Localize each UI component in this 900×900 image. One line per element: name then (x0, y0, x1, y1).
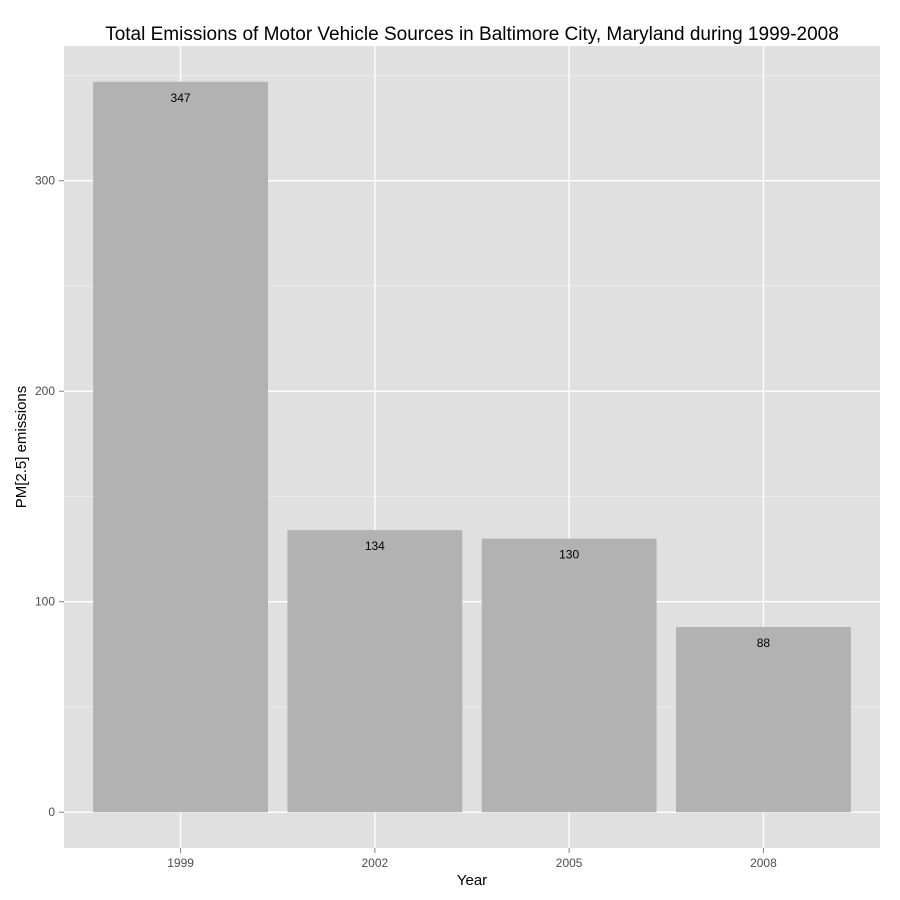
x-tick-label: 2005 (556, 856, 583, 870)
y-tick-label: 200 (35, 384, 55, 398)
x-tick-label: 2008 (750, 856, 777, 870)
bar-2002 (287, 530, 463, 813)
data-labels: 347 134 130 88 (171, 91, 771, 650)
bars (93, 81, 851, 813)
data-label-2008: 88 (757, 636, 771, 650)
bar-2005 (481, 538, 657, 813)
x-tick-label: 1999 (167, 856, 194, 870)
y-tick-label: 100 (35, 595, 55, 609)
axes: 0 100 200 300 1999 2002 2005 2008 (35, 174, 777, 870)
bar-2008 (676, 626, 851, 813)
y-tick-label: 300 (35, 174, 55, 188)
x-axis-title: Year (457, 872, 487, 889)
y-tick-label: 0 (48, 805, 55, 819)
data-label-2005: 130 (559, 548, 579, 562)
y-axis-title: PM[2.5] emissions (13, 386, 30, 509)
chart-title: Total Emissions of Motor Vehicle Sources… (105, 24, 839, 45)
bar-1999 (93, 81, 269, 813)
x-tick-label: 2002 (362, 856, 389, 870)
data-label-1999: 347 (171, 91, 191, 105)
data-label-2002: 134 (365, 539, 385, 553)
